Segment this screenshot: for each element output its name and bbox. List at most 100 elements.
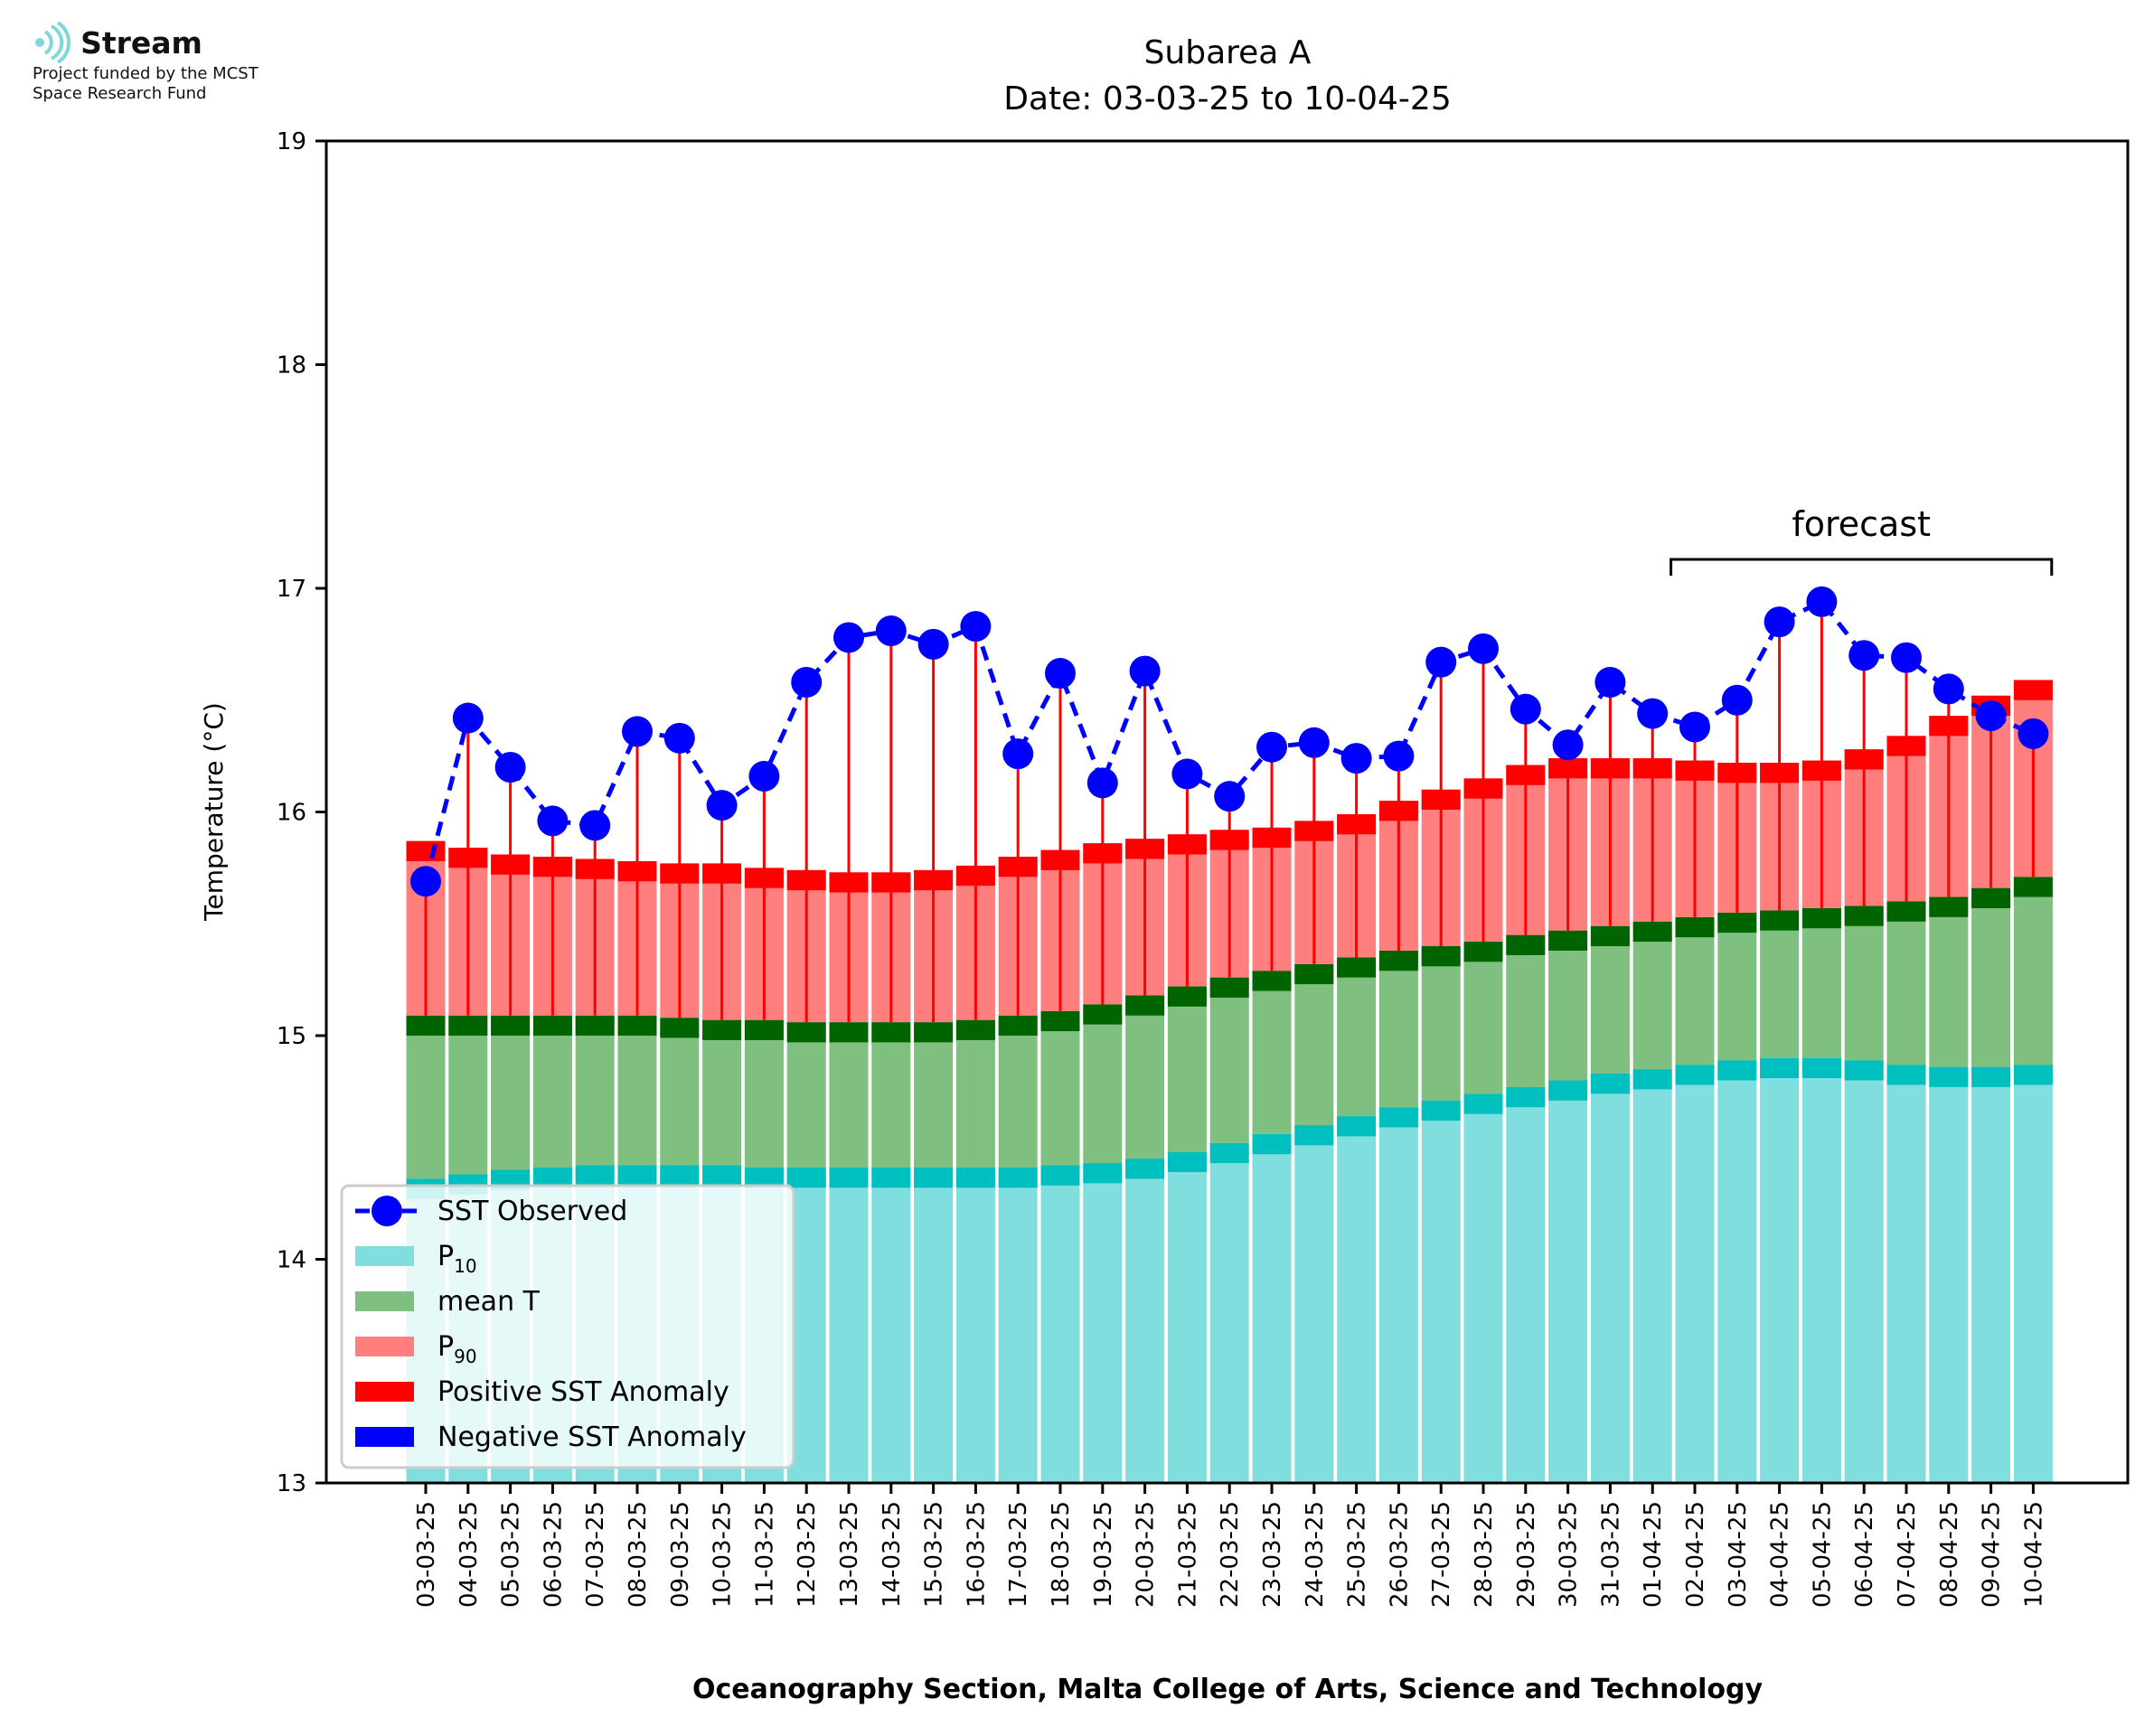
observed-point (1764, 606, 1795, 638)
mean-band (1971, 887, 2011, 908)
mean-band (1675, 916, 1715, 938)
logo-tagline-2: Space Research Fund (33, 84, 207, 103)
mean-bar (1252, 971, 1292, 1134)
x-tick-label: 30-03-25 (1556, 1501, 1583, 1608)
mean-band (448, 1015, 488, 1036)
anomaly-layer (424, 601, 2035, 1023)
mean-band (575, 1015, 615, 1036)
x-tick-label: 01-04-25 (1640, 1501, 1667, 1608)
mean-band (406, 1015, 446, 1036)
p10-bar (1675, 1065, 1715, 1483)
observed-point (537, 805, 569, 837)
mean-band (1083, 1004, 1123, 1025)
mean-bar (1929, 896, 1969, 1067)
mean-band (955, 1019, 995, 1040)
mean-bar (955, 1019, 995, 1168)
observed-point (1806, 586, 1838, 617)
p10-bar (1040, 1165, 1080, 1483)
observed-point (1002, 738, 1034, 770)
mean-band (1548, 930, 1588, 951)
observed-point (494, 752, 526, 783)
y-axis: 13 14 15 16 17 18 19 (277, 128, 326, 1497)
x-tick-label: 23-03-25 (1259, 1501, 1286, 1608)
x-tick-label: 26-03-25 (1386, 1501, 1413, 1608)
y-tick-label: 16 (277, 800, 306, 827)
mean-band (1590, 925, 1630, 946)
p10-band (1378, 1107, 1418, 1128)
p10-bar (1590, 1074, 1630, 1483)
observed-point (1510, 693, 1541, 725)
mean-band (702, 1019, 742, 1040)
p10-bar (1125, 1159, 1165, 1483)
observed-point (1848, 640, 1880, 671)
mean-bar (1590, 925, 1630, 1074)
observed-point (1340, 743, 1372, 774)
p10-band (744, 1168, 784, 1188)
mean-bar (575, 1015, 615, 1166)
observed-point (1298, 727, 1330, 758)
x-tick-label: 13-03-25 (836, 1501, 863, 1608)
mean-bar (1337, 957, 1377, 1117)
p10-bar (1632, 1069, 1672, 1483)
mean-bar (1548, 930, 1588, 1081)
p10-bar (1252, 1133, 1292, 1483)
x-tick-label: 05-04-25 (1809, 1501, 1836, 1608)
x-tick-label: 03-04-25 (1725, 1501, 1752, 1608)
x-tick-label: 18-03-25 (1048, 1501, 1075, 1608)
p10-band (1294, 1125, 1334, 1146)
observed-point (1721, 684, 1753, 716)
x-tick-label: 04-03-25 (456, 1501, 483, 1608)
mean-bar (1886, 901, 1926, 1065)
p10-band (1717, 1060, 1757, 1081)
p10-band (1971, 1066, 2011, 1087)
p10-band (871, 1168, 911, 1188)
observed-point (452, 702, 484, 734)
observed-point (875, 615, 907, 647)
p10-band (955, 1168, 995, 1188)
x-tick-label: 05-03-25 (498, 1501, 525, 1608)
observed-series-layer (410, 586, 2049, 897)
mean-band (532, 1015, 572, 1036)
legend-label-anomaly_positive: Positive SST Anomaly (437, 1376, 729, 1408)
observed-point (1637, 698, 1669, 729)
mean-band (1337, 957, 1377, 978)
mean-band (1801, 907, 1841, 929)
p10-band (1463, 1093, 1503, 1114)
mean-bar (998, 1015, 1038, 1168)
x-tick-label: 19-03-25 (1090, 1501, 1117, 1608)
p10-band (1590, 1074, 1630, 1094)
p10-band (1675, 1065, 1715, 1085)
p10-bar (1506, 1086, 1546, 1483)
x-tick-label: 16-03-25 (963, 1501, 990, 1608)
mean-bar (1801, 907, 1841, 1058)
y-tick-label: 17 (277, 576, 306, 603)
mean-bar (1167, 986, 1207, 1152)
p10-band (617, 1165, 657, 1186)
legend-swatch-mean (355, 1291, 414, 1311)
mean-band (829, 1022, 869, 1043)
x-tick-label: 15-03-25 (921, 1501, 948, 1608)
x-tick-label: 29-03-25 (1513, 1501, 1540, 1608)
observed-point (1933, 673, 1964, 705)
x-tick-label: 14-03-25 (879, 1501, 906, 1608)
y-axis-label: Temperature (°C) (199, 702, 229, 922)
stream-logo-icon (35, 22, 71, 63)
observed-point (1679, 711, 1710, 743)
mean-band (744, 1019, 784, 1040)
p10-band (1929, 1066, 1969, 1087)
mean-band (1421, 946, 1461, 967)
x-tick-label: 04-04-25 (1767, 1501, 1794, 1608)
observed-point (579, 810, 611, 841)
observed-point (2018, 718, 2049, 749)
mean-bar (1675, 916, 1715, 1065)
mean-bar (406, 1015, 446, 1179)
mean-bar (1632, 921, 1672, 1070)
observed-point (917, 628, 949, 660)
x-tick-label: 22-03-25 (1217, 1501, 1244, 1608)
observed-point (1468, 633, 1499, 664)
legend-label-observed: SST Observed (437, 1196, 627, 1227)
mean-band (2013, 877, 2053, 897)
p10-band (702, 1165, 742, 1186)
chart-subtitle: Date: 03-03-25 to 10-04-25 (1003, 80, 1451, 117)
p10-bar (1801, 1057, 1841, 1483)
